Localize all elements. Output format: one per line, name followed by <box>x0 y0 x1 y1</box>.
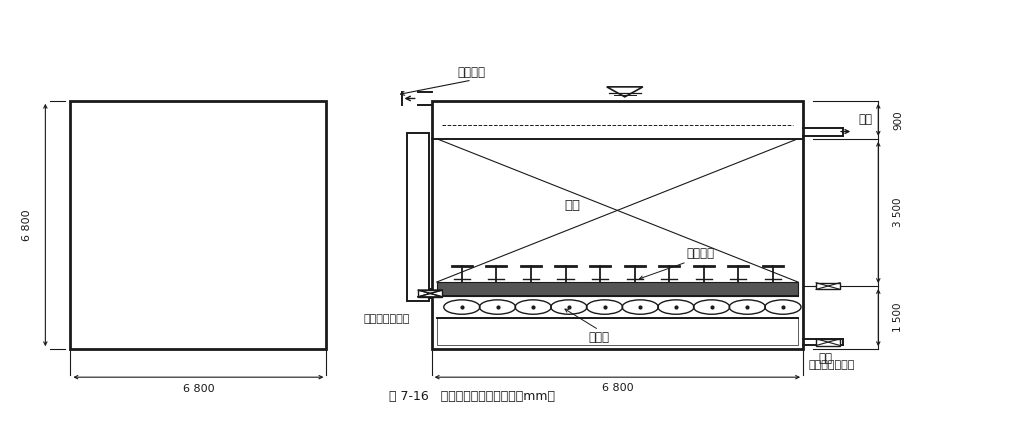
Text: 图 7-16   曙气生物滤池图（单位：mm）: 图 7-16 曙气生物滤池图（单位：mm） <box>389 390 555 403</box>
Bar <box>407 133 429 301</box>
Text: 反冲排水: 反冲排水 <box>458 66 485 79</box>
Text: 6 800: 6 800 <box>182 384 214 394</box>
Text: 暴气管: 暴气管 <box>589 331 609 344</box>
FancyBboxPatch shape <box>418 290 442 297</box>
Text: 出水: 出水 <box>858 112 872 126</box>
Bar <box>436 282 798 296</box>
Text: （反冲洗进气）: （反冲洗进气） <box>364 314 410 324</box>
Text: 1 500: 1 500 <box>893 303 903 332</box>
Text: 长柄滤头: 长柄滤头 <box>687 247 715 260</box>
Bar <box>71 101 327 349</box>
FancyBboxPatch shape <box>816 283 840 289</box>
Bar <box>436 318 798 345</box>
Text: 滤料: 滤料 <box>565 199 581 212</box>
Text: （反冲洗进水）: （反冲洗进水） <box>808 360 854 370</box>
Text: 3 500: 3 500 <box>893 198 903 227</box>
FancyBboxPatch shape <box>816 339 840 345</box>
Text: 进水: 进水 <box>818 352 833 366</box>
Text: 900: 900 <box>893 110 903 130</box>
Bar <box>432 101 803 349</box>
Text: 6 800: 6 800 <box>601 383 633 393</box>
Text: 6 800: 6 800 <box>23 209 33 241</box>
